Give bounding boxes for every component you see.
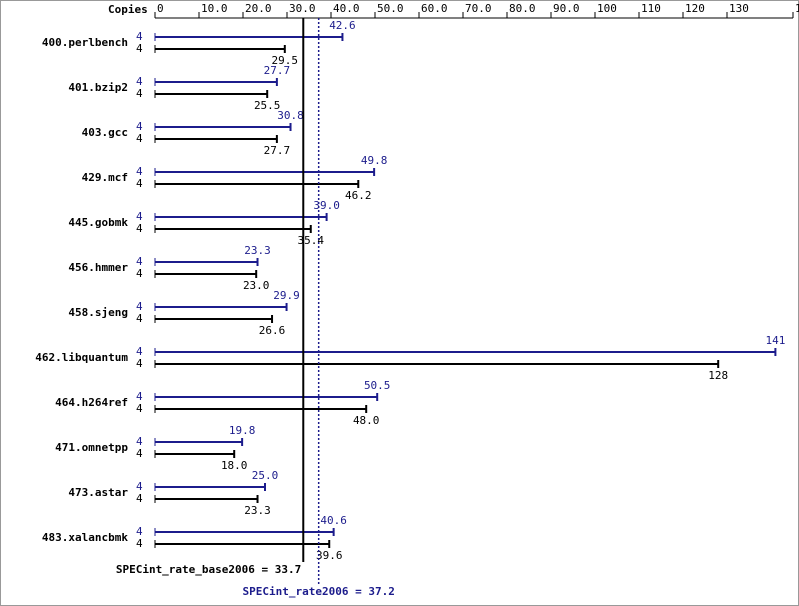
value-label: 27.7 (264, 144, 291, 157)
copies-label: 4 (136, 447, 143, 460)
copies-label: 4 (136, 165, 143, 178)
category-label: 483.xalancbmk (42, 531, 128, 544)
x-tick-label: 60.0 (421, 2, 448, 15)
copies-label: 4 (136, 480, 143, 493)
copies-label: 4 (136, 222, 143, 235)
copies-label: 4 (136, 210, 143, 223)
value-label: 26.6 (259, 324, 286, 337)
category-label: 473.astar (68, 486, 128, 499)
category-label: 471.omnetpp (55, 441, 128, 454)
copies-label: 4 (136, 75, 143, 88)
x-tick-label: 70.0 (465, 2, 492, 15)
copies-label: 4 (136, 525, 143, 538)
copies-label: 4 (136, 312, 143, 325)
x-tick-label: 100 (597, 2, 617, 15)
value-label: 128 (708, 369, 728, 382)
value-label: 25.0 (252, 469, 279, 482)
category-label: 456.hmmer (68, 261, 128, 274)
copies-label: 4 (136, 255, 143, 268)
copies-label: 4 (136, 132, 143, 145)
x-tick-label: 80.0 (509, 2, 536, 15)
value-label: 23.0 (243, 279, 270, 292)
copies-label: 4 (136, 492, 143, 505)
category-label: 403.gcc (82, 126, 128, 139)
axis-title: Copies (108, 3, 148, 16)
x-tick-label: 30.0 (289, 2, 316, 15)
category-label: 458.sjeng (68, 306, 128, 319)
value-label: 50.5 (364, 379, 391, 392)
category-label: 429.mcf (82, 171, 128, 184)
value-label: 35.4 (298, 234, 325, 247)
x-tick-label: 40.0 (333, 2, 360, 15)
copies-label: 4 (136, 537, 143, 550)
value-label: 19.8 (229, 424, 256, 437)
copies-label: 4 (136, 120, 143, 133)
value-label: 30.8 (277, 109, 304, 122)
x-tick-label: 50.0 (377, 2, 404, 15)
value-label: 42.6 (329, 19, 356, 32)
value-label: 29.9 (273, 289, 300, 302)
category-label: 445.gobmk (68, 216, 128, 229)
value-label: 39.6 (316, 549, 343, 562)
reference-label: SPECint_rate2006 = 37.2 (243, 585, 395, 598)
x-tick-label: 110 (641, 2, 661, 15)
value-label: 46.2 (345, 189, 372, 202)
category-label: 464.h264ref (55, 396, 128, 409)
copies-label: 4 (136, 87, 143, 100)
category-label: 462.libquantum (35, 351, 128, 364)
value-label: 18.0 (221, 459, 248, 472)
category-label: 401.bzip2 (68, 81, 128, 94)
copies-label: 4 (136, 42, 143, 55)
value-label: 23.3 (244, 504, 271, 517)
copies-label: 4 (136, 435, 143, 448)
value-label: 27.7 (264, 64, 291, 77)
copies-label: 4 (136, 177, 143, 190)
copies-label: 4 (136, 390, 143, 403)
x-tick-label: 130 (729, 2, 749, 15)
copies-label: 4 (136, 402, 143, 415)
value-label: 49.8 (361, 154, 388, 167)
x-tick-label: 0 (157, 2, 164, 15)
copies-label: 4 (136, 345, 143, 358)
x-tick-label: 20.0 (245, 2, 272, 15)
value-label: 48.0 (353, 414, 380, 427)
x-tick-label: 90.0 (553, 2, 580, 15)
copies-label: 4 (136, 357, 143, 370)
value-label: 23.3 (244, 244, 271, 257)
value-label: 25.5 (254, 99, 281, 112)
value-label: 40.6 (320, 514, 347, 527)
value-label: 141 (765, 334, 785, 347)
value-label: 29.5 (272, 54, 299, 67)
x-tick-label: 10.0 (201, 2, 228, 15)
x-tick-label: 145 (795, 2, 799, 15)
category-label: 400.perlbench (42, 36, 128, 49)
x-tick-label: 120 (685, 2, 705, 15)
copies-label: 4 (136, 300, 143, 313)
reference-label: SPECint_rate_base2006 = 33.7 (116, 563, 301, 576)
value-label: 39.0 (313, 199, 340, 212)
copies-label: 4 (136, 267, 143, 280)
copies-label: 4 (136, 30, 143, 43)
